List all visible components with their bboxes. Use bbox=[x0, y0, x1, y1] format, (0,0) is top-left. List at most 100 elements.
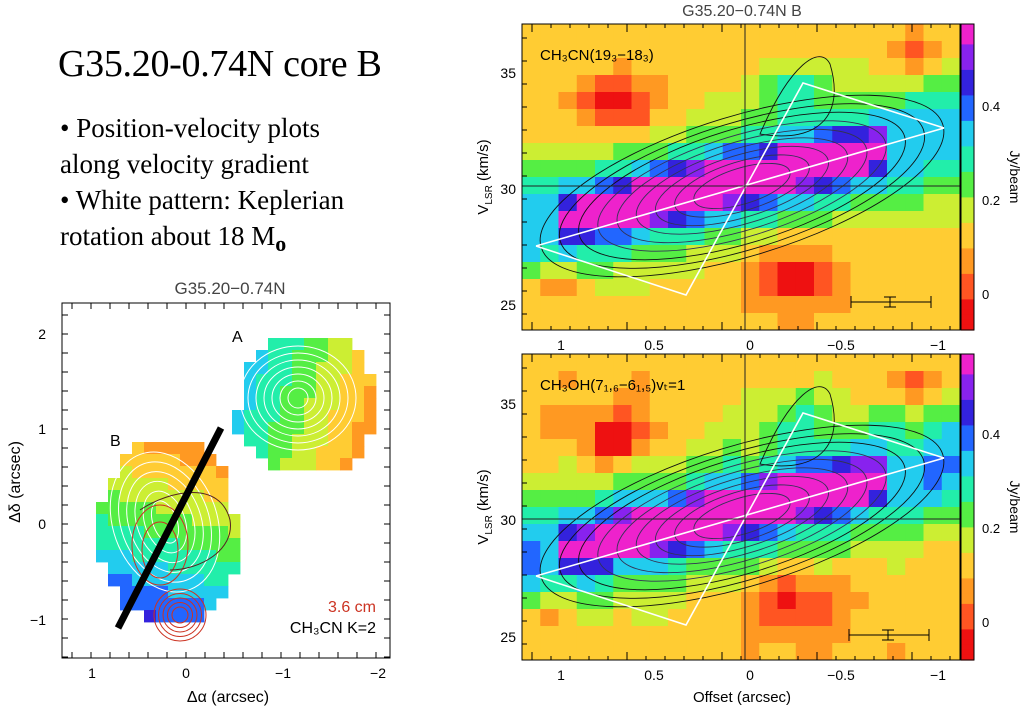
map-pixel bbox=[352, 446, 365, 459]
colorbar-segment bbox=[961, 279, 974, 285]
colorbar-segment bbox=[961, 537, 974, 544]
pv-pixel bbox=[941, 41, 961, 59]
pv-pixel bbox=[540, 609, 559, 627]
pv-pixel bbox=[868, 262, 888, 280]
pv-pixel bbox=[558, 296, 578, 314]
map-pixel bbox=[268, 386, 281, 399]
pv-pixel bbox=[722, 228, 742, 246]
map-pixel bbox=[364, 386, 377, 399]
colorbar-segment bbox=[961, 202, 974, 209]
pv-pixel bbox=[923, 354, 943, 372]
pv-bottom-pixel-layer bbox=[522, 354, 961, 661]
map-pixel bbox=[352, 362, 365, 375]
pv-pixel bbox=[814, 422, 833, 440]
pv-pixel bbox=[795, 58, 815, 76]
map-pixel bbox=[232, 422, 245, 435]
pv-pixel bbox=[923, 211, 943, 229]
colorbar-segment bbox=[961, 609, 974, 615]
pv-pixel bbox=[704, 371, 724, 389]
map-pixel bbox=[204, 526, 217, 539]
pv-pixel bbox=[576, 626, 596, 644]
map-pixel bbox=[304, 458, 317, 471]
pv-pixel bbox=[905, 313, 924, 331]
pv-pixel bbox=[850, 354, 870, 372]
map-pixel bbox=[292, 374, 305, 387]
pv-pixel bbox=[558, 388, 578, 406]
pv-pixel bbox=[613, 58, 632, 76]
colorbar-segment bbox=[961, 268, 974, 275]
pv-pixel bbox=[522, 643, 541, 661]
pv-pixel bbox=[668, 371, 687, 389]
pv-pixel bbox=[777, 490, 797, 508]
pv-pixel bbox=[704, 524, 724, 542]
pv-pixel bbox=[850, 643, 870, 661]
pv-pixel bbox=[722, 592, 742, 610]
pv-pixel bbox=[941, 245, 961, 263]
map-pixel bbox=[292, 362, 305, 375]
pv-pixel bbox=[741, 41, 760, 59]
pv-pixel bbox=[759, 371, 778, 389]
pv-pixel bbox=[941, 524, 961, 542]
pv-contour bbox=[558, 433, 926, 599]
pv-pixel bbox=[649, 211, 669, 229]
pv-pixel bbox=[613, 388, 632, 406]
pv-pixel bbox=[868, 279, 888, 297]
pv-contour bbox=[759, 386, 835, 467]
pv-pixel bbox=[558, 24, 578, 42]
pv-pixel bbox=[887, 490, 906, 508]
pv-pixel bbox=[868, 507, 888, 525]
pv-pixel bbox=[795, 541, 815, 559]
map-xtick: 0 bbox=[182, 665, 190, 681]
pv-pixel bbox=[941, 58, 961, 76]
pv-pixel bbox=[887, 296, 906, 314]
pv-pixel bbox=[795, 643, 815, 661]
pv-pixel bbox=[722, 405, 742, 423]
map-pixel bbox=[316, 434, 329, 447]
pv-pixel bbox=[777, 296, 797, 314]
map-pixel bbox=[304, 350, 317, 363]
pv-contour bbox=[616, 458, 868, 574]
pv-pixel bbox=[923, 643, 943, 661]
pv-bottom-cbar-tick: 0.4 bbox=[982, 427, 1000, 442]
colorbar-segment bbox=[961, 512, 974, 518]
pv-pixel bbox=[668, 296, 687, 314]
colorbar-segment bbox=[961, 95, 974, 102]
pv-pixel bbox=[777, 626, 797, 644]
map-pixel bbox=[108, 562, 121, 575]
map-pixel bbox=[144, 478, 157, 491]
pv-pixel bbox=[850, 592, 870, 610]
pv-bottom-xtick: 0.5 bbox=[644, 667, 664, 683]
pv-pixel bbox=[576, 92, 596, 110]
map-pixel bbox=[364, 374, 377, 387]
pv-pixel bbox=[595, 609, 614, 627]
pv-pixel bbox=[722, 609, 742, 627]
pv-pixel bbox=[558, 371, 578, 389]
pv-top-line-label: CH₃CN(19₃−18₃) bbox=[540, 47, 654, 64]
map-pixel bbox=[292, 422, 305, 435]
map-pixel bbox=[316, 410, 329, 423]
pv-pixel bbox=[832, 279, 851, 297]
pv-pixel bbox=[649, 92, 669, 110]
pv-pixel bbox=[814, 473, 833, 491]
colorbar-segment bbox=[961, 187, 974, 193]
pv-pixel bbox=[814, 592, 833, 610]
pv-pixel bbox=[777, 354, 797, 372]
pv-pixel bbox=[722, 143, 742, 161]
pv-pixel bbox=[941, 279, 961, 297]
pv-pixel bbox=[631, 41, 651, 59]
pv-pixel bbox=[814, 541, 833, 559]
map-pixel bbox=[244, 398, 257, 411]
pv-pixel bbox=[613, 422, 632, 440]
pv-pixel bbox=[905, 643, 924, 661]
map-pixel bbox=[328, 362, 341, 375]
pv-pixel bbox=[832, 211, 851, 229]
pv-pixel bbox=[595, 422, 614, 440]
pv-pixel bbox=[814, 41, 833, 59]
pv-pixel bbox=[595, 490, 614, 508]
pv-pixel bbox=[887, 422, 906, 440]
pv-pixel bbox=[595, 245, 614, 263]
pv-pixel bbox=[941, 592, 961, 610]
pv-pixel bbox=[649, 160, 669, 178]
pv-pixel bbox=[905, 354, 924, 372]
pv-pixel bbox=[558, 262, 578, 280]
